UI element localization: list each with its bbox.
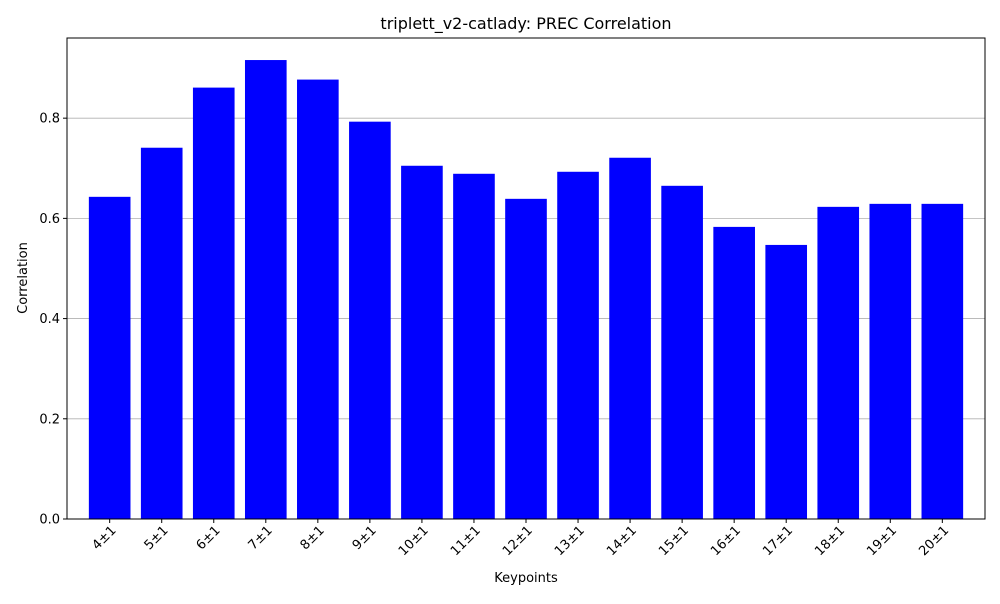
x-tick-label: 18±1	[812, 523, 848, 559]
x-axis-label: Keypoints	[494, 571, 558, 586]
x-tick-label: 9±1	[350, 523, 380, 553]
bar-13±1	[557, 171, 599, 519]
x-tick-label: 15±1	[656, 523, 692, 559]
y-tick-label: 0.8	[39, 112, 60, 127]
x-tick-label: 14±1	[604, 523, 640, 559]
x-tick-label: 8±1	[298, 523, 328, 553]
bar-15±1	[661, 185, 703, 519]
y-tick-label: 0.6	[39, 212, 60, 227]
x-tick-label: 11±1	[448, 523, 484, 559]
bar-12±1	[505, 198, 547, 519]
y-ticks: 0.0 0.2 0.4 0.6 0.8	[39, 112, 67, 528]
x-tick-label: 12±1	[500, 523, 536, 559]
x-tick-label: 6±1	[194, 523, 224, 553]
x-tick-label: 13±1	[552, 523, 588, 559]
x-tick-label: 17±1	[760, 523, 796, 559]
bar-18±1	[817, 206, 860, 519]
x-tick-label: 7±1	[246, 523, 276, 553]
x-tick-label: 10±1	[396, 523, 432, 559]
bar-6±1	[192, 87, 235, 520]
x-ticks: 4±1 5±1 6±1 7±1 8±1 9±1 10±1 11±1 12±1 13±1 14±1 15…	[89, 519, 952, 559]
bar-9±1	[349, 121, 391, 520]
y-tick-label: 0.0	[39, 513, 60, 528]
bar-20±1	[921, 203, 964, 519]
bar-8±1	[297, 79, 339, 519]
x-tick-label: 20±1	[916, 523, 952, 559]
bar-7±1	[244, 60, 287, 519]
y-axis-label: Correlation	[16, 242, 31, 314]
bars	[88, 60, 964, 520]
bar-14±1	[609, 157, 651, 519]
x-tick-label: 4±1	[89, 523, 119, 553]
x-tick-label: 16±1	[708, 523, 744, 559]
bar-17±1	[765, 244, 808, 519]
y-tick-label: 0.2	[39, 412, 60, 427]
chart-title: triplett_v2-catlady: PREC Correlation	[380, 14, 671, 34]
bar-11±1	[453, 173, 495, 519]
x-tick-label: 19±1	[864, 523, 900, 559]
bar-4±1	[88, 196, 131, 520]
bar-5±1	[140, 147, 183, 519]
bar-10±1	[401, 165, 443, 519]
bar-16±1	[713, 226, 755, 520]
bar-19±1	[869, 203, 912, 519]
x-tick-label: 5±1	[142, 523, 172, 553]
y-tick-label: 0.4	[39, 312, 60, 327]
